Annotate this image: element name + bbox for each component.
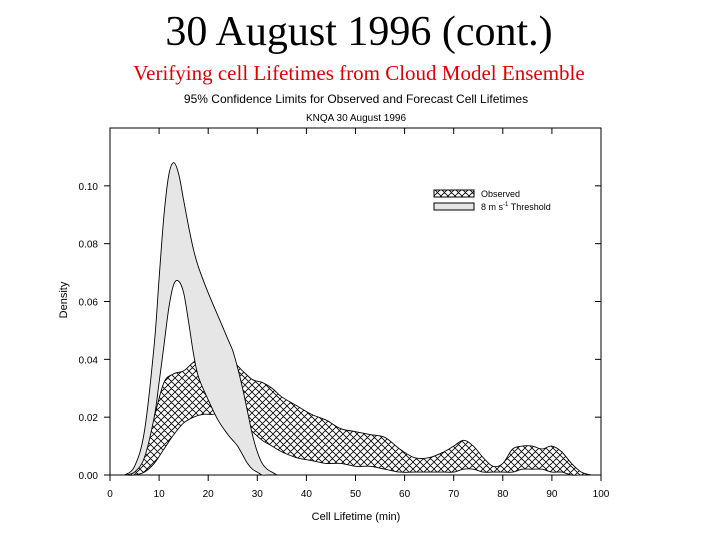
series-band-observed-upper-line: [124, 355, 592, 476]
x-tick-label: 40: [301, 489, 313, 500]
legend-swatch-threshold: [433, 202, 475, 211]
series-band-observed-lower-line: [124, 410, 592, 476]
series-band-observed: [124, 356, 592, 476]
x-tick-label: 20: [203, 489, 215, 500]
x-axis-label: Cell Lifetime (min): [312, 511, 401, 523]
legend-label-threshold: 8 m s-1 Threshold: [481, 202, 551, 212]
x-tick-label: 100: [593, 489, 610, 500]
legend-swatch-observed: [433, 189, 475, 198]
y-tick-label: 0.02: [79, 413, 99, 424]
y-tick-label: 0.04: [79, 355, 99, 366]
y-tick-label: 0.08: [79, 240, 99, 251]
y-tick-label: 0.10: [79, 182, 99, 193]
legend-threshold-tail: Threshold: [508, 202, 550, 212]
legend-threshold-base: 8 m s: [481, 202, 504, 212]
x-tick-label: 10: [154, 489, 166, 500]
x-axis: 0 10 20 30 40 50 60 70 80 90 100: [107, 128, 610, 500]
slide-subtitle: Verifying cell Lifetimes from Cloud Mode…: [133, 61, 585, 85]
x-tick-label: 90: [546, 489, 558, 500]
y-axis: 0.00 0.02 0.04 0.06 0.08 0.10: [79, 182, 601, 482]
y-axis-label: Density: [58, 281, 70, 318]
y-tick-label: 0.06: [79, 298, 99, 309]
x-tick-label: 70: [448, 489, 460, 500]
legend-label-observed: Observed: [481, 189, 520, 199]
series-band-threshold-upper-line: [124, 162, 278, 476]
series-band-threshold-lower-line: [124, 279, 277, 476]
chart-title: 95% Confidence Limits for Observed and F…: [184, 92, 528, 106]
legend: Observed 8 m s-1 Threshold: [433, 189, 551, 212]
slide-title: 30 August 1996 (cont.): [165, 9, 553, 55]
series-layer: [124, 162, 592, 476]
x-tick-label: 0: [107, 489, 113, 500]
x-tick-label: 50: [350, 489, 362, 500]
chart-subtitle: KNQA 30 August 1996: [306, 113, 407, 124]
legend-threshold-sup: -1: [503, 202, 509, 208]
x-tick-label: 80: [497, 489, 509, 500]
x-tick-label: 60: [399, 489, 411, 500]
series-band-threshold: [124, 162, 277, 476]
y-tick-label: 0.00: [79, 471, 99, 482]
x-tick-label: 30: [252, 489, 264, 500]
